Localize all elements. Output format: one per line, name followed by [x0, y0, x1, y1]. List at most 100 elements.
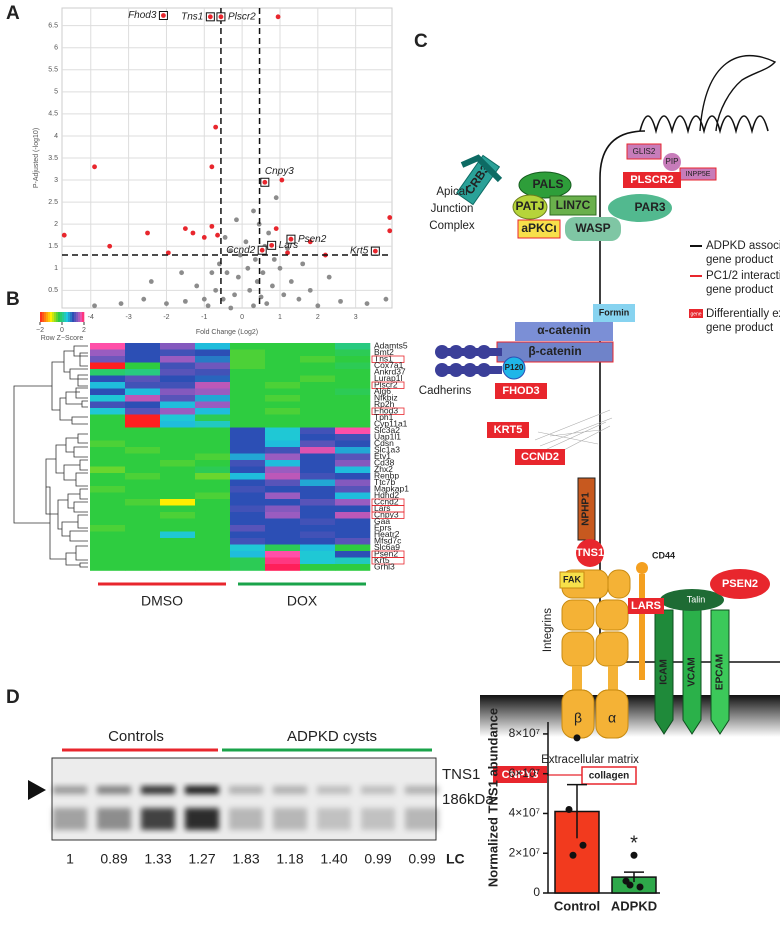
point	[235, 274, 241, 280]
heat-cell	[230, 427, 266, 435]
heat-cell	[195, 434, 231, 441]
protein	[626, 143, 662, 160]
colorbar-tick-label: 2	[82, 327, 86, 334]
heat-cell	[300, 395, 336, 402]
point	[182, 298, 188, 304]
heat-cell	[90, 408, 126, 415]
point	[92, 164, 97, 170]
heat-cell	[300, 421, 336, 428]
colorbar-swatch	[52, 312, 55, 322]
y-tick-label: 8×10⁷	[509, 726, 540, 740]
protein-label: P120	[505, 363, 524, 372]
point	[237, 252, 243, 258]
point	[232, 292, 237, 298]
colorbar-swatch	[74, 312, 77, 322]
heat-cell	[90, 453, 126, 461]
point	[218, 14, 224, 20]
heat-cell	[300, 362, 336, 370]
point	[228, 248, 234, 254]
heat-cell	[300, 447, 336, 454]
heat-cell	[160, 473, 196, 480]
gene-label: KRT5	[494, 424, 523, 436]
point	[209, 223, 215, 229]
x-tick-label: Control	[554, 898, 600, 913]
y-tick-label: 4×10⁷	[509, 806, 540, 820]
heat-cell	[160, 421, 196, 428]
integrin	[572, 666, 582, 692]
heat-cell	[125, 479, 161, 487]
heat-cell	[125, 395, 161, 402]
point	[220, 296, 226, 302]
x-tick-label: 2	[316, 314, 320, 321]
heat-cell	[125, 427, 161, 435]
row-label: Cyp11a1	[374, 419, 408, 429]
heat-cell	[125, 473, 161, 480]
point	[207, 14, 213, 20]
heat-cell	[300, 434, 336, 441]
band	[273, 808, 307, 830]
heat-cell	[300, 557, 336, 565]
heat-cell	[160, 369, 196, 376]
heat-cell	[160, 531, 196, 539]
protein	[663, 153, 681, 171]
heat-cell	[335, 375, 371, 383]
y-tick-label: 5	[54, 89, 58, 96]
heat-cell	[125, 362, 161, 370]
heat-cell	[265, 421, 301, 428]
heat-cell	[125, 512, 161, 519]
data-point	[569, 851, 577, 859]
heat-cell	[265, 427, 301, 435]
heat-cell	[335, 564, 371, 571]
colorbar-tick-label: 0	[60, 327, 64, 334]
y-tick-label: 4.5	[48, 111, 58, 118]
heat-cell	[90, 486, 126, 493]
heat-cell	[335, 466, 371, 474]
colorbar-tick-label: −2	[36, 327, 44, 334]
heat-cell	[160, 499, 196, 506]
colorbar-swatch	[60, 312, 63, 322]
protein	[512, 194, 548, 220]
heat-cell	[335, 544, 371, 552]
colorbar-swatch	[56, 312, 59, 322]
heat-cell	[230, 453, 266, 461]
heat-cell	[230, 538, 266, 545]
panel-label: B	[6, 289, 20, 310]
heat-cell	[90, 434, 126, 441]
protein	[639, 574, 645, 680]
colorbar-swatch	[42, 312, 45, 322]
heat-cell	[300, 414, 336, 422]
protein-label: PAR3	[634, 200, 665, 214]
lc-value: 0.89	[100, 851, 127, 867]
heat-cell	[90, 375, 126, 383]
heat-cell	[90, 531, 126, 539]
point	[275, 14, 281, 20]
heat-cell	[125, 421, 161, 428]
heat-cell	[90, 369, 126, 376]
row-label: Eprs	[374, 523, 391, 533]
heat-cell	[265, 343, 301, 350]
y-tick-label: 5.5	[48, 67, 58, 74]
gene-label: CCND2	[521, 451, 559, 463]
heat-cell	[160, 414, 196, 422]
heat-cell	[125, 486, 161, 493]
protein	[565, 217, 621, 241]
point	[264, 301, 270, 306]
row-label: Alg6	[374, 386, 391, 396]
heat-cell	[125, 499, 161, 506]
heat-cell	[300, 382, 336, 389]
data-point	[573, 734, 581, 742]
heat-cell	[230, 460, 266, 467]
gene-circle	[576, 539, 604, 567]
protein-label: PIP	[666, 157, 679, 166]
heat-cell	[160, 512, 196, 519]
point	[92, 303, 97, 309]
heat-cell	[265, 440, 301, 448]
heat-cell	[335, 551, 371, 558]
point	[251, 303, 256, 309]
colorbar-swatch	[72, 312, 75, 322]
integrin	[595, 689, 629, 739]
heat-cell	[160, 388, 196, 396]
legend-label: Differentially expressed	[706, 308, 780, 320]
row-label: Nfkbiz	[374, 393, 398, 403]
